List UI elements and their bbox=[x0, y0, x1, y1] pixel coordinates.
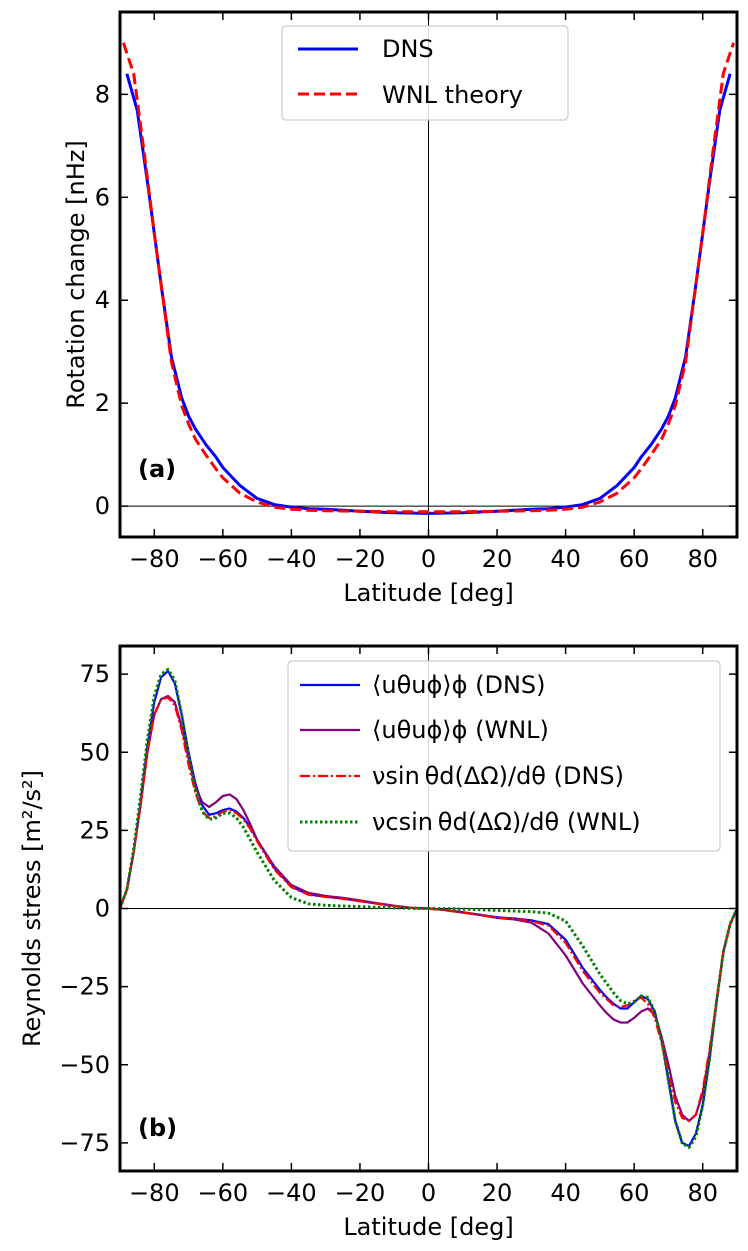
x-tick-label: 60 bbox=[619, 1179, 650, 1207]
legend-label-dns: DNS bbox=[382, 35, 434, 63]
series-line-dns bbox=[125, 73, 732, 515]
x-tick-label: −80 bbox=[129, 545, 180, 573]
x-tick-label: −20 bbox=[335, 1179, 386, 1207]
series-group bbox=[122, 42, 735, 515]
panel-a-rotation-change: −80 −60 −40 −20 0 20 40 60 80 0 2 4 6 8 (a) Latitude … bbox=[62, 10, 739, 607]
panel-a-y-axis-label: Rotation change [nHz] bbox=[62, 140, 90, 409]
y-tick-label: 4 bbox=[95, 286, 110, 314]
x-tick-label: −60 bbox=[198, 1179, 249, 1207]
panel-b-ticks: −80 −60 −40 −20 0 20 40 60 80 −75 −50 −25 0 25 50 75 bbox=[59, 646, 737, 1207]
panel-a-plot-area bbox=[120, 12, 737, 537]
legend-label-reynolds-dns: ⟨uθuϕ⟩ϕ (DNS) bbox=[372, 671, 546, 699]
panel-b-frame bbox=[118, 644, 739, 1173]
panel-b-legend: ⟨uθuϕ⟩ϕ (DNS) ⟨uθuϕ⟩ϕ (WNL) νsin θd(ΔΩ)/… bbox=[287, 660, 721, 852]
y-tick-label: 0 bbox=[95, 492, 110, 520]
x-tick-label: 40 bbox=[550, 1179, 581, 1207]
panel-b-plot-area bbox=[120, 646, 737, 1171]
y-tick-label: −25 bbox=[59, 973, 110, 1001]
panel-a-x-axis-label: Latitude [deg] bbox=[343, 579, 513, 607]
x-tick-label: 20 bbox=[482, 1179, 513, 1207]
x-tick-label: −20 bbox=[335, 545, 386, 573]
panel-b-legend-box bbox=[287, 660, 721, 852]
legend-label-reynolds-wnl: ⟨uθuϕ⟩ϕ (WNL) bbox=[372, 716, 549, 744]
x-tick-label: 60 bbox=[619, 545, 650, 573]
panel-b-reynolds-stress: −80 −60 −40 −20 0 20 40 60 80 −75 −50 −25 0 25 50 75 (b… bbox=[18, 644, 739, 1241]
y-tick-label: 25 bbox=[79, 816, 110, 844]
x-tick-label: −40 bbox=[266, 1179, 317, 1207]
panel-b-label: (b) bbox=[138, 1114, 177, 1142]
legend-label-viscous-wnl: νcsin θd(ΔΩ)/dθ (WNL) bbox=[372, 808, 641, 836]
series-group bbox=[120, 667, 737, 1150]
x-tick-label: −80 bbox=[129, 1179, 180, 1207]
x-tick-label: −40 bbox=[266, 545, 317, 573]
legend-label-viscous-dns: νsin θd(ΔΩ)/dθ (DNS) bbox=[372, 762, 624, 790]
panel-a-frame bbox=[118, 10, 739, 539]
y-tick-label: 75 bbox=[79, 660, 110, 688]
panel-a-ticks: −80 −60 −40 −20 0 20 40 60 80 0 2 4 6 8 bbox=[95, 12, 737, 573]
y-tick-label: −75 bbox=[59, 1129, 110, 1157]
panel-b-y-axis-label: Reynolds stress [m²/s²] bbox=[18, 770, 46, 1047]
x-tick-label: 0 bbox=[421, 545, 436, 573]
series-line-csin-d-d-wnl bbox=[120, 667, 737, 1150]
panel-a-label: (a) bbox=[138, 455, 176, 483]
legend-label-wnl-theory: WNL theory bbox=[382, 81, 523, 109]
y-tick-label: 0 bbox=[95, 895, 110, 923]
x-tick-label: 0 bbox=[421, 1179, 436, 1207]
x-tick-label: −60 bbox=[198, 545, 249, 573]
series-line-wnl-theory bbox=[122, 42, 735, 514]
panel-b-x-axis-label: Latitude [deg] bbox=[343, 1213, 513, 1241]
panel-a-legend: DNS WNL theory bbox=[281, 25, 569, 121]
x-tick-label: 40 bbox=[550, 545, 581, 573]
y-tick-label: 2 bbox=[95, 389, 110, 417]
y-tick-label: 8 bbox=[95, 80, 110, 108]
x-tick-label: 80 bbox=[687, 1179, 718, 1207]
y-tick-label: 6 bbox=[95, 183, 110, 211]
x-tick-label: 80 bbox=[687, 545, 718, 573]
y-tick-label: 50 bbox=[79, 738, 110, 766]
y-tick-label: −50 bbox=[59, 1051, 110, 1079]
x-tick-label: 20 bbox=[482, 545, 513, 573]
